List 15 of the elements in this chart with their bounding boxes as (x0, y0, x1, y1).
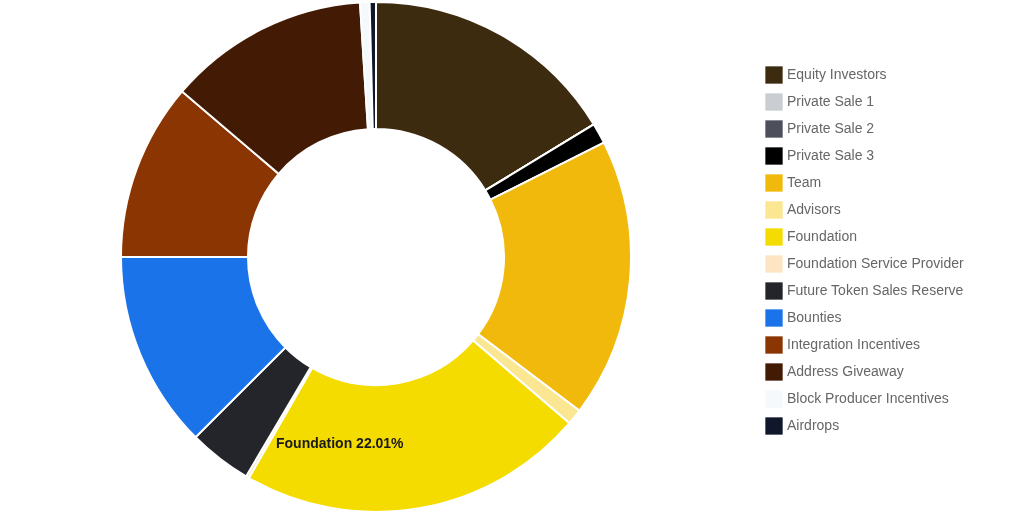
legend-label: Block Producer Incentives (787, 390, 949, 406)
legend-label: Integration Incentives (787, 336, 921, 352)
legend-label: Airdrops (787, 417, 840, 433)
text: Foundation 22.01% (276, 435, 405, 451)
legend-label: Bounties (787, 309, 842, 325)
legend-label: Advisors (787, 201, 841, 217)
legend-label: Future Token Sales Reserve (787, 282, 964, 298)
legend-label: Equity Investors (787, 66, 887, 82)
legend-label: Foundation Service Provider (787, 255, 964, 271)
legend-label: Team (787, 174, 822, 190)
legend-label: Private Sale 3 (787, 147, 875, 163)
legend-label: Address Giveaway (787, 363, 904, 379)
legend-label: Foundation (787, 228, 858, 244)
legend-label: Private Sale 1 (787, 93, 875, 109)
legend-label: Private Sale 2 (787, 120, 875, 136)
